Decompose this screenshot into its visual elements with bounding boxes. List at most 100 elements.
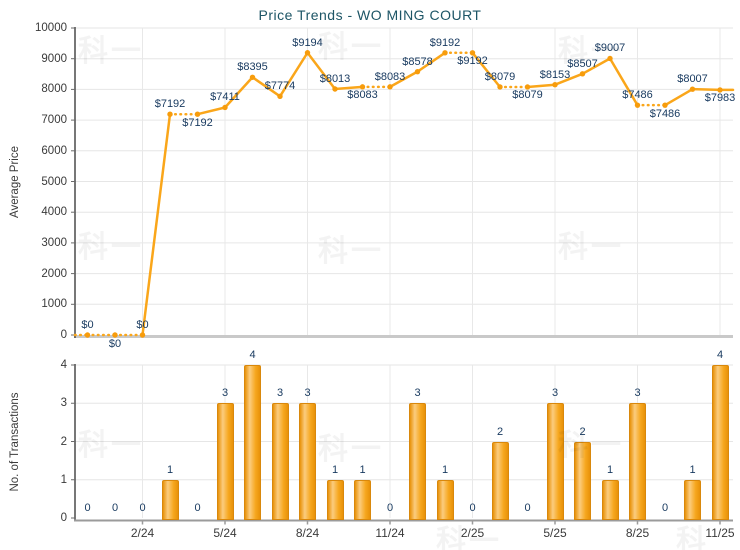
price-line-segment — [471, 51, 502, 89]
transaction-count-label: 3 — [414, 387, 421, 400]
transaction-count-label: 1 — [166, 463, 174, 476]
transaction-bar — [436, 479, 454, 520]
price-point-label: $8395 — [237, 61, 268, 74]
price-point-label: $0 — [108, 337, 122, 350]
transaction-count-label: 3 — [276, 387, 284, 400]
x-axis-tick-label: 2/25 — [460, 526, 485, 540]
transaction-bar — [711, 365, 729, 520]
y-axis-tick-label: 4 — [60, 359, 67, 371]
transaction-count-label: 1 — [606, 463, 614, 476]
price-point-label: $7192 — [154, 98, 186, 111]
price-point-marker — [717, 87, 723, 93]
price-point-label: $8578 — [402, 55, 433, 68]
transaction-count-label: 2 — [579, 425, 586, 438]
transaction-count-label: 1 — [689, 463, 696, 476]
y-axis-tick-label: 8000 — [41, 83, 67, 96]
y-axis-tick-label: 10000 — [35, 22, 67, 34]
transaction-bar — [354, 479, 371, 520]
y-axis-tick-label: 2000 — [41, 267, 67, 280]
x-axis-tick-label: 5/25 — [543, 526, 567, 540]
price-point-marker — [387, 84, 393, 90]
price-point-marker — [607, 55, 613, 62]
price-point-label: $8507 — [567, 57, 598, 70]
price-line-segment — [388, 70, 419, 89]
transaction-count-label: 3 — [551, 387, 559, 400]
price-point-marker — [194, 111, 201, 117]
y-axis-tick-label: 6000 — [41, 144, 67, 157]
price-point-marker — [222, 104, 228, 111]
price-point-label: $8153 — [539, 68, 571, 81]
price-line-segment — [251, 76, 282, 98]
price-point-marker — [414, 68, 421, 75]
price-line-segment — [333, 85, 364, 91]
price-point-marker — [332, 86, 338, 92]
x-axis-tick-label: 2/24 — [130, 526, 155, 540]
transaction-bar — [491, 441, 509, 520]
price-point-marker — [139, 332, 146, 338]
x-axis-tick-label: 11/24 — [375, 526, 405, 540]
transaction-count-label: 4 — [716, 349, 724, 361]
transaction-count-label: 0 — [139, 502, 146, 514]
price-point-label: $9194 — [292, 36, 323, 49]
price-point-marker — [469, 50, 476, 56]
transaction-count-label: 0 — [469, 502, 476, 514]
price-point-label: $0 — [81, 319, 94, 331]
price-point-marker — [662, 102, 668, 108]
price-point-label: $8079 — [512, 89, 543, 102]
transaction-bar — [244, 365, 261, 520]
chart-title: Price Trends - WO MING COURT — [258, 7, 482, 23]
price-point-label: $7983 — [704, 92, 736, 105]
price-point-marker — [277, 93, 283, 100]
transaction-bar — [299, 403, 316, 520]
transaction-bar — [271, 403, 289, 520]
transaction-count-label: 1 — [441, 463, 449, 476]
transaction-count-label: 3 — [304, 387, 311, 400]
y-axis-tick-label: 2 — [60, 435, 67, 448]
price-point-label: $9192 — [457, 55, 488, 68]
y-axis-tick-label: 1000 — [41, 298, 67, 311]
price-point-label: $7411 — [210, 91, 240, 104]
transaction-bar — [574, 441, 591, 520]
price-point-label: $8079 — [484, 70, 516, 83]
x-axis-tick-label: 5/24 — [213, 526, 237, 540]
price-line-segment — [691, 87, 722, 92]
transaction-count-label: 2 — [496, 425, 504, 438]
transaction-count-label: 1 — [331, 463, 339, 476]
price-point-marker — [249, 74, 256, 80]
price-line-segment — [196, 106, 227, 116]
transaction-bar — [684, 479, 701, 520]
y-axis-tick-label: 1 — [60, 473, 67, 486]
price-line-segment — [306, 51, 337, 91]
price-line-segment — [223, 76, 254, 109]
transaction-bar — [326, 479, 344, 520]
transaction-count-label: 0 — [524, 502, 531, 514]
y-axis-tick-label: 5000 — [41, 175, 67, 188]
price-point-label: $8083 — [374, 70, 406, 83]
transaction-count-label: 3 — [634, 387, 641, 400]
price-line-segment — [141, 112, 172, 337]
price-point-marker — [524, 84, 531, 90]
price-point-label: $7774 — [264, 80, 296, 93]
x-axis-tick-label: 8/25 — [625, 526, 650, 540]
x-axis-tick-label: 11/25 — [705, 526, 735, 540]
price-point-label: $8013 — [319, 73, 351, 85]
transaction-bar — [216, 403, 234, 520]
price-point-label: $0 — [136, 319, 149, 331]
transaction-count-label: 0 — [386, 502, 394, 514]
price-point-label: $9192 — [429, 36, 461, 49]
price-point-marker — [304, 50, 311, 56]
price-point-marker — [579, 71, 586, 77]
transaction-bar — [409, 403, 426, 520]
price-point-label: $8083 — [347, 89, 378, 102]
price-line-segment — [581, 57, 612, 76]
price-line-segment — [526, 83, 557, 89]
price-point-marker — [442, 50, 448, 56]
transaction-bar — [601, 479, 619, 520]
y-axis-tick-label: 0 — [60, 512, 67, 524]
price-line-segment — [416, 51, 447, 73]
transaction-bar — [546, 403, 564, 520]
price-point-label: $7192 — [182, 116, 213, 129]
y-axis-tick-label: 3000 — [41, 236, 67, 249]
x-axis-tick-label: 8/24 — [295, 526, 320, 540]
